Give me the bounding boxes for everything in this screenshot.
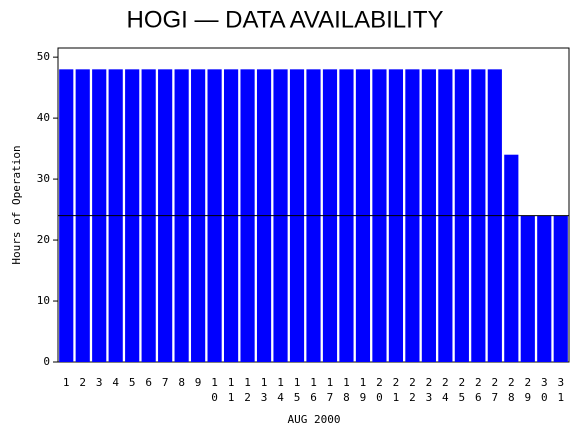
x-tick-label: 5 <box>129 376 136 389</box>
y-tick-label: 20 <box>37 233 50 246</box>
x-tick-label: 7 <box>162 376 169 389</box>
y-tick-label: 0 <box>43 355 50 368</box>
x-tick-label: 1 <box>63 376 70 389</box>
bar <box>553 215 568 362</box>
y-tick-label: 10 <box>37 294 50 307</box>
x-tick-label: 6 <box>145 376 152 389</box>
y-axis-label: Hours of Operation <box>10 145 23 264</box>
bar <box>537 215 552 362</box>
y-tick-label: 50 <box>37 50 50 63</box>
x-tick-label: 2 <box>79 376 86 389</box>
bar <box>520 215 535 362</box>
bar <box>504 154 519 362</box>
x-tick-label: 8 <box>178 376 185 389</box>
x-axis-label: AUG 2000 <box>288 413 341 426</box>
x-tick-label: 9 <box>195 376 202 389</box>
x-tick-label: 3 <box>96 376 103 389</box>
chart-title: HOGI — DATA AVAILABILITY <box>127 6 444 33</box>
y-tick-label: 30 <box>37 172 50 185</box>
x-tick-label: 4 <box>112 376 119 389</box>
y-tick-label: 40 <box>37 111 50 124</box>
